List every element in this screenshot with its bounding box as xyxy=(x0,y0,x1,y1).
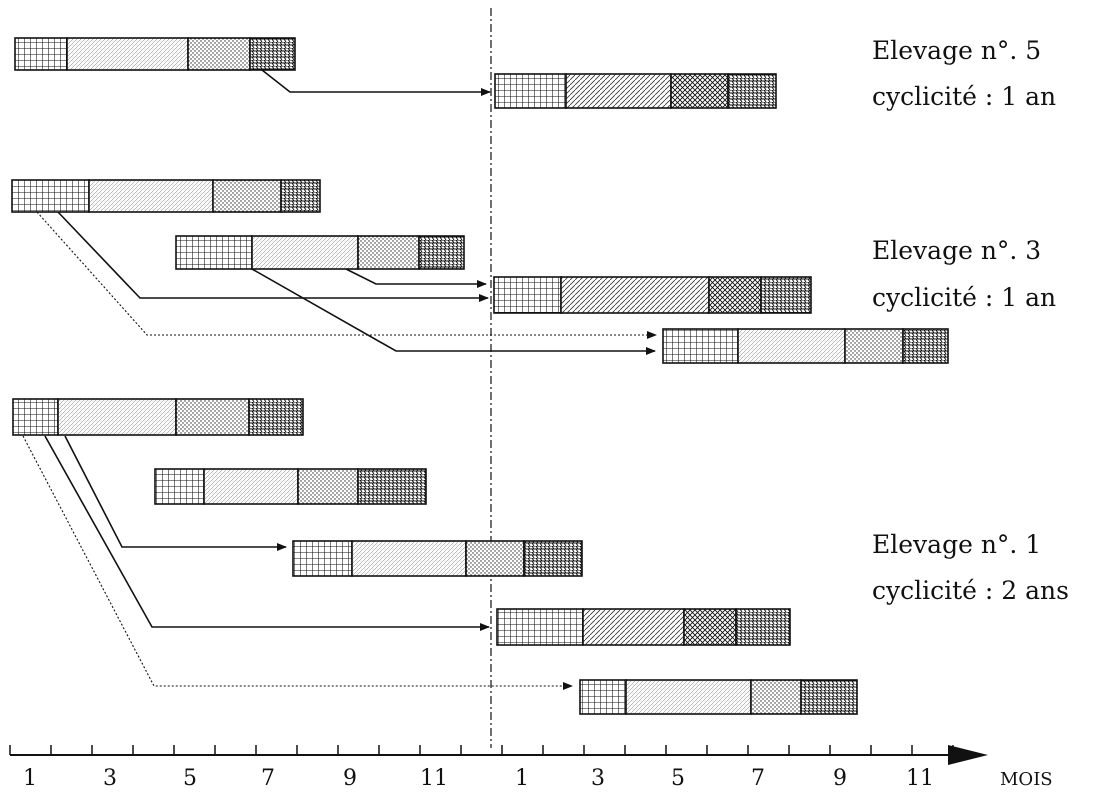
bar-e5-year1-phase-1 xyxy=(14,37,68,71)
axis-arrowhead xyxy=(948,745,988,765)
connector-e1-dotted xyxy=(22,435,573,690)
bar-e5-year2-phase-4 xyxy=(727,73,777,109)
time-axis: 1 3 5 7 9 11 1 3 5 7 9 11 MOIS xyxy=(9,745,1053,791)
axis-tick-label: 3 xyxy=(103,766,117,791)
bar-e1-b-phase-3 xyxy=(297,468,359,505)
bar-e3-b-year1-phase-4 xyxy=(418,235,465,270)
bar-e3-b-year2-phase-1 xyxy=(493,276,562,314)
bar-e1-d xyxy=(496,608,791,646)
bar-e5-year2 xyxy=(494,73,777,109)
bar-e3-a-year2-phase-4 xyxy=(902,328,949,364)
bar-e3-b-year2 xyxy=(493,276,812,314)
bar-e1-e-phase-1 xyxy=(579,679,627,715)
bar-e1-d-phase-1 xyxy=(496,608,584,646)
bar-e1-b xyxy=(154,468,427,505)
bar-e1-a-phase-4 xyxy=(248,398,304,436)
axis-unit-label: MOIS xyxy=(1000,769,1053,790)
connector-e3-b-inner xyxy=(345,268,487,288)
bar-e1-a-phase-2 xyxy=(57,398,177,436)
connector-e1-mid xyxy=(44,435,490,631)
bar-e3-b-year1-phase-2 xyxy=(251,235,359,270)
bar-e3-b-year1 xyxy=(175,235,465,270)
bar-e5-year2-phase-2 xyxy=(565,73,672,109)
bar-e5-year1-phase-2 xyxy=(66,37,189,71)
bar-e3-b-year2-phase-2 xyxy=(560,276,710,314)
bar-e1-b-phase-1 xyxy=(154,468,205,505)
axis-tick-label: 5 xyxy=(671,766,685,791)
bar-e1-c-phase-4 xyxy=(523,540,583,577)
bar-e1-a-phase-3 xyxy=(175,398,250,436)
connector-e3-dotted xyxy=(36,211,657,339)
bar-e5-year1-phase-3 xyxy=(187,37,251,71)
bar-e5-year1 xyxy=(14,37,296,71)
cycle-bars xyxy=(11,37,949,715)
axis-tick-label: 1 xyxy=(23,766,37,791)
axis-tick-label: 7 xyxy=(751,766,765,791)
bar-e1-e-phase-3 xyxy=(750,679,802,715)
connector-e3-b-outer xyxy=(251,268,656,355)
bar-e3-b-year2-phase-4 xyxy=(760,276,812,314)
bar-e1-e-phase-2 xyxy=(625,679,752,715)
axis-tick-label: 1 xyxy=(515,766,529,791)
bar-e1-e-phase-4 xyxy=(800,679,858,715)
bar-e3-a-year1-phase-2 xyxy=(88,179,214,213)
bar-e3-a-year2-phase-3 xyxy=(844,328,904,364)
group-label-elevage-5: Elevage n°. 5 xyxy=(872,36,1042,65)
connector-e3-a-inner xyxy=(57,211,489,302)
bar-e3-a-year2 xyxy=(662,328,949,364)
bar-e1-d-phase-2 xyxy=(582,608,685,646)
bar-e1-a-phase-1 xyxy=(12,398,59,436)
connector-e5 xyxy=(261,69,491,96)
axis-tick-label: 11 xyxy=(906,766,934,791)
connector-e1-short xyxy=(64,435,287,551)
group-cyclicity-elevage-5: cyclicité : 1 an xyxy=(872,82,1057,111)
bar-e1-c-phase-3 xyxy=(465,540,525,577)
group-label-elevage-1: Elevage n°. 1 xyxy=(872,530,1042,559)
bar-e3-a-year1-phase-4 xyxy=(280,179,321,213)
axis-tick-label: 9 xyxy=(833,766,847,791)
bar-e1-e xyxy=(579,679,858,715)
bar-e1-c xyxy=(292,540,583,577)
group-cyclicity-elevage-3: cyclicité : 1 an xyxy=(872,283,1057,312)
bar-e3-b-year1-phase-1 xyxy=(175,235,253,270)
bar-e3-a-year1-phase-3 xyxy=(212,179,282,213)
bar-e3-a-year2-phase-1 xyxy=(662,328,739,364)
group-label-elevage-3: Elevage n°. 3 xyxy=(872,236,1042,265)
bar-e5-year1-phase-4 xyxy=(249,37,296,71)
bar-e5-year2-phase-3 xyxy=(670,73,729,109)
bar-e1-b-phase-4 xyxy=(357,468,427,505)
bar-e1-d-phase-3 xyxy=(683,608,737,646)
axis-tick-label: 5 xyxy=(183,766,197,791)
axis-tick-label: 7 xyxy=(261,766,275,791)
bar-e3-a-year2-phase-2 xyxy=(737,328,846,364)
bar-e1-a xyxy=(12,398,304,436)
axis-tick-label: 9 xyxy=(343,766,357,791)
group-cyclicity-elevage-1: cyclicité : 2 ans xyxy=(872,576,1069,605)
bar-e3-b-year1-phase-3 xyxy=(357,235,420,270)
bar-e3-a-year1 xyxy=(11,179,321,213)
bar-e1-d-phase-4 xyxy=(735,608,791,646)
bar-e1-c-phase-1 xyxy=(292,540,353,577)
bar-e1-b-phase-2 xyxy=(203,468,299,505)
axis-tick-label: 3 xyxy=(591,766,605,791)
bar-e5-year2-phase-1 xyxy=(494,73,567,109)
bar-e3-b-year2-phase-3 xyxy=(708,276,762,314)
connector-arrows xyxy=(22,8,657,748)
bar-e3-a-year1-phase-1 xyxy=(11,179,90,213)
axis-tick-label: 11 xyxy=(420,766,448,791)
bar-e1-c-phase-2 xyxy=(351,540,467,577)
